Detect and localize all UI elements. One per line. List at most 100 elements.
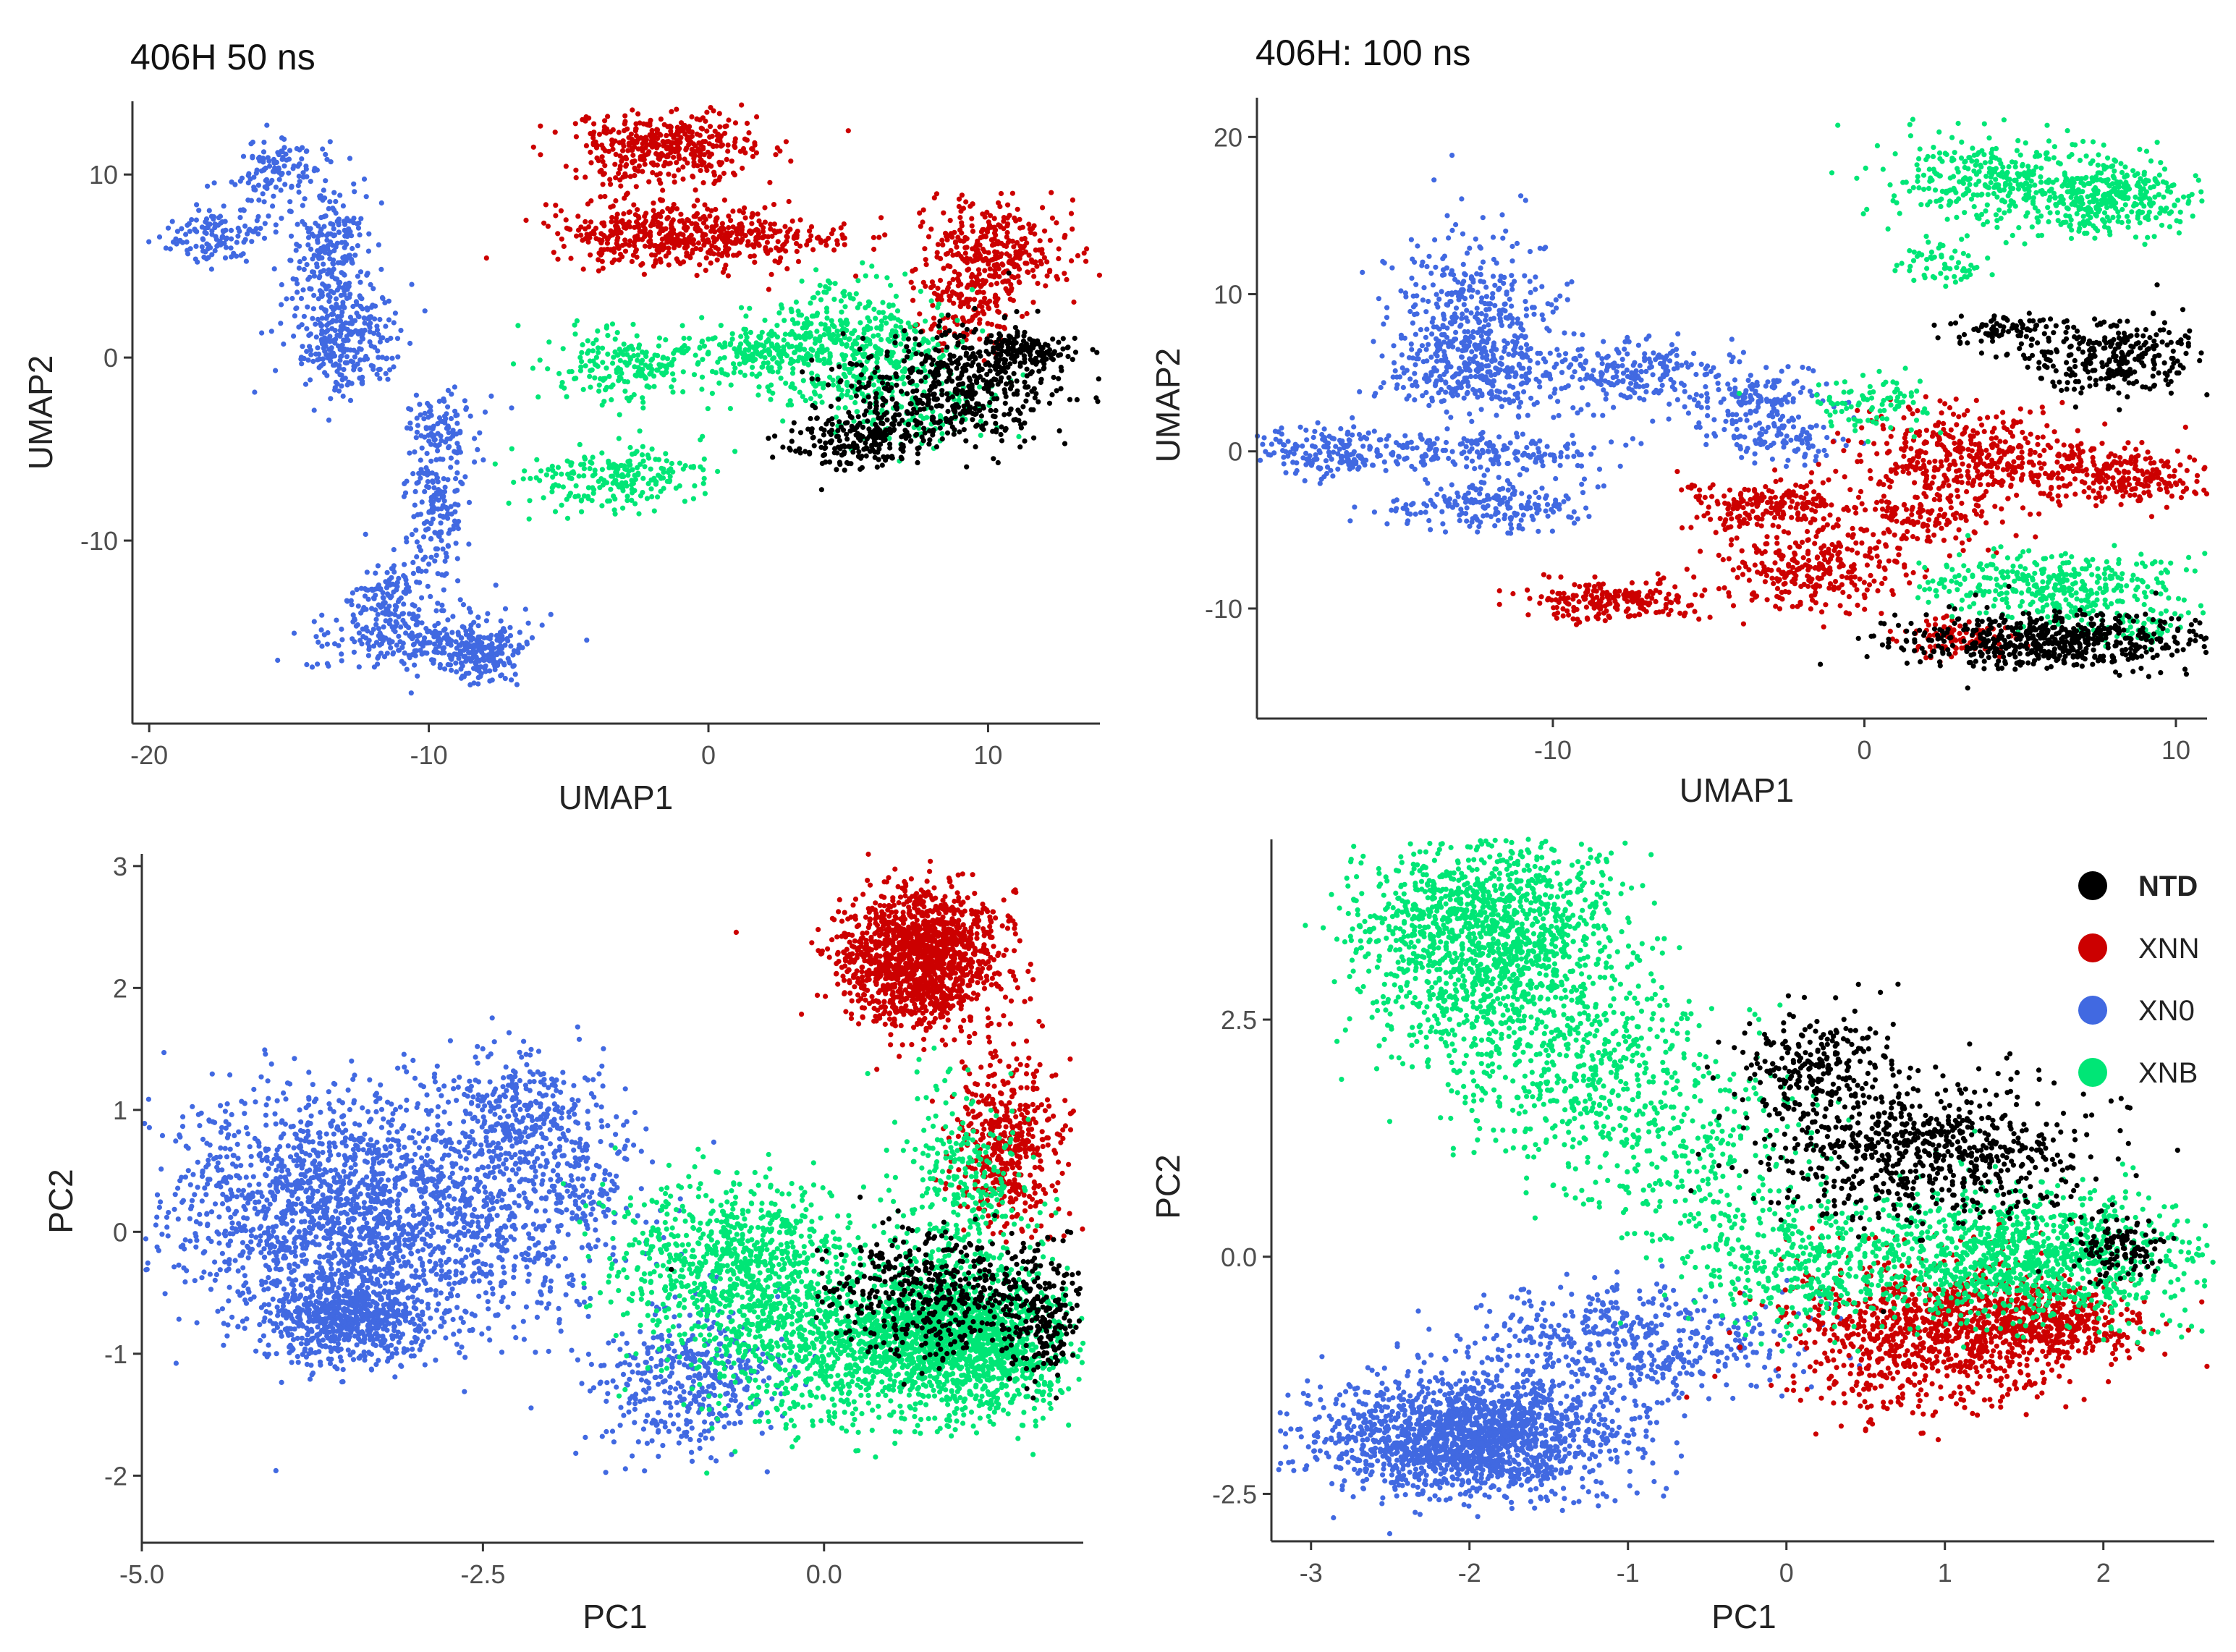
data-point	[916, 445, 922, 451]
data-point	[1002, 400, 1008, 406]
data-point	[793, 240, 800, 247]
data-point	[548, 611, 554, 617]
data-point	[375, 661, 381, 667]
data-point	[335, 314, 341, 320]
data-point	[823, 445, 829, 451]
data-point	[391, 547, 397, 553]
data-point	[382, 600, 388, 606]
data-point	[346, 379, 352, 385]
data-point	[804, 242, 810, 247]
data-point	[689, 114, 695, 120]
data-point	[396, 633, 402, 639]
data-point	[630, 159, 635, 165]
data-point	[894, 308, 901, 314]
data-point	[1071, 299, 1077, 305]
data-point	[823, 242, 829, 248]
data-point	[605, 333, 611, 339]
data-point	[1024, 310, 1030, 317]
data-point	[454, 669, 460, 675]
data-point	[755, 392, 761, 398]
data-point	[446, 444, 452, 449]
data-point	[438, 433, 444, 439]
data-point	[933, 347, 939, 352]
data-point	[744, 137, 750, 143]
data-point	[1015, 388, 1020, 394]
data-point	[1028, 407, 1034, 412]
data-point	[466, 649, 472, 656]
data-point	[955, 357, 961, 363]
data-point	[1070, 226, 1075, 232]
data-point	[254, 167, 260, 173]
data-point	[235, 233, 241, 239]
data-point	[275, 657, 281, 664]
data-point	[635, 224, 642, 231]
data-point	[770, 356, 776, 362]
data-point	[451, 523, 457, 529]
data-point	[716, 251, 721, 257]
data-point	[993, 420, 999, 426]
data-point	[288, 208, 294, 214]
data-point	[249, 239, 255, 245]
data-point	[347, 218, 352, 224]
data-point	[293, 276, 299, 282]
data-point	[617, 166, 623, 172]
data-point	[998, 253, 1004, 260]
data-point	[590, 454, 596, 460]
data-point	[411, 514, 417, 520]
data-point	[1001, 314, 1007, 320]
data-point	[318, 226, 324, 232]
data-point	[261, 199, 267, 205]
data-point	[578, 498, 584, 504]
data-point	[200, 236, 206, 242]
data-point	[604, 237, 611, 242]
data-point	[800, 394, 805, 399]
data-point	[560, 484, 567, 490]
data-point	[331, 306, 337, 312]
data-point	[413, 648, 420, 653]
data-point	[337, 334, 343, 339]
data-point	[443, 504, 449, 511]
data-point	[1017, 360, 1023, 366]
data-point	[610, 127, 616, 132]
data-point	[988, 407, 994, 414]
data-point	[705, 237, 711, 243]
data-point	[837, 318, 843, 323]
data-point	[680, 164, 686, 170]
data-point	[240, 207, 246, 213]
data-point	[360, 336, 366, 342]
data-point	[912, 336, 918, 342]
data-point	[770, 454, 776, 460]
data-point	[703, 118, 708, 124]
data-point	[934, 335, 940, 341]
data-point	[671, 154, 677, 160]
data-point	[994, 323, 1000, 329]
data-point	[289, 185, 295, 190]
data-point	[658, 226, 665, 232]
data-point	[593, 225, 599, 231]
data-point	[871, 234, 876, 240]
data-point	[854, 362, 860, 368]
data-point	[326, 283, 331, 289]
data-point	[340, 260, 347, 266]
data-point	[644, 496, 651, 501]
data-point	[979, 423, 985, 429]
data-point	[271, 193, 276, 199]
data-point	[742, 215, 748, 221]
data-point	[452, 509, 458, 514]
data-point	[726, 213, 732, 219]
data-point	[899, 376, 905, 382]
data-point	[901, 381, 907, 387]
data-point	[614, 224, 620, 230]
data-point	[205, 183, 211, 189]
data-point	[423, 568, 429, 574]
data-point	[1040, 205, 1046, 211]
data-point	[288, 258, 294, 263]
data-point	[388, 595, 394, 601]
data-point	[871, 306, 877, 312]
data-point	[511, 479, 517, 486]
data-point	[229, 236, 234, 242]
data-point	[275, 150, 281, 156]
data-point	[737, 361, 742, 367]
data-point	[831, 297, 837, 302]
